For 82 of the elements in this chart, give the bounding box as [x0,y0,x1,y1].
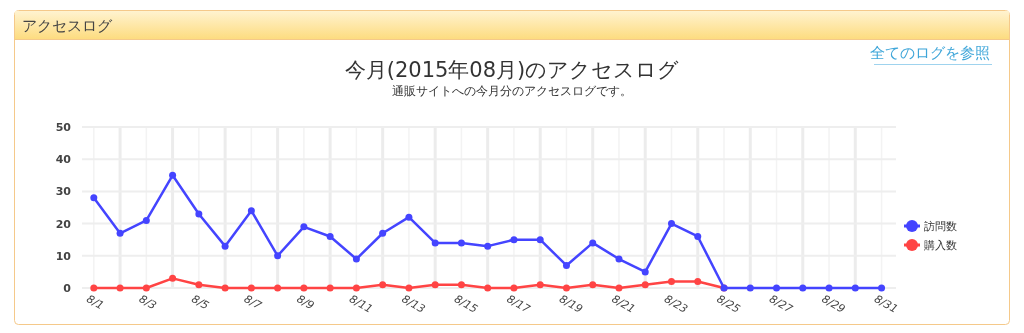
x-tick-label: 8/21 [609,292,638,316]
point [169,274,177,282]
y-tick-label: 40 [55,153,72,167]
y-tick-label: 50 [55,121,72,134]
legend-label: 訪問数 [924,220,957,233]
x-tick-label: 8/3 [136,292,159,313]
point [379,229,387,237]
point [878,284,886,292]
point [405,213,413,221]
point [457,239,465,247]
point [851,284,859,292]
point [116,284,124,292]
x-tick-label: 8/23 [661,292,690,316]
point [195,210,203,218]
x-tick-label: 8/5 [189,292,212,313]
point [589,239,597,247]
chart-title: 今月(2015年08月)のアクセスログ [344,58,680,82]
x-tick-label: 8/17 [504,292,533,316]
point [746,284,754,292]
point [247,284,255,292]
point [484,242,492,250]
point [825,284,833,292]
point [457,281,465,289]
point [773,284,781,292]
point [694,232,702,240]
point [142,284,150,292]
legend-label: 購入数 [924,239,957,252]
x-tick-label: 8/29 [819,292,848,316]
point [274,252,282,260]
point [562,284,570,292]
point [484,284,492,292]
point [326,232,334,240]
point [300,284,308,292]
x-tick-label: 8/25 [714,292,743,316]
x-tick-label: 8/7 [241,292,264,313]
y-tick-label: 10 [55,249,72,263]
point [641,268,649,276]
point [431,239,439,247]
point [300,223,308,231]
point [510,236,518,244]
y-tick-label: 20 [55,217,72,231]
x-tick-label: 8/13 [399,292,428,316]
point [667,220,675,228]
point [352,284,360,292]
point [142,216,150,224]
x-tick-label: 8/11 [346,292,375,316]
point [641,281,649,289]
point [274,284,282,292]
point [352,255,360,263]
x-tick-label: 8/15 [451,292,480,316]
x-tick-label: 8/1 [84,292,107,313]
y-tick-label: 30 [55,185,72,199]
point [615,255,623,263]
point [536,281,544,289]
text: 全てのログを参照 [870,44,990,62]
x-tick-label: 8/9 [294,292,317,313]
point [667,278,675,286]
point [589,281,597,289]
point [116,229,124,237]
point [221,284,229,292]
point [431,281,439,289]
point [799,284,807,292]
point [510,284,518,292]
x-tick-label: 8/31 [872,292,900,316]
chart-subtitle: 通販サイトへの今月分のアクセスログです。 [392,84,632,98]
point [694,278,702,286]
y-tick-label: 0 [63,282,72,295]
x-tick-label: 8/27 [767,292,795,316]
point [247,207,255,215]
point [615,284,623,292]
text: アクセスログ [22,17,113,35]
point [326,284,334,292]
point [536,236,544,244]
x-tick-label: 8/19 [556,292,585,316]
point [405,284,413,292]
point [169,171,177,179]
point [195,281,203,289]
point [379,281,387,289]
point [221,242,229,250]
point [90,194,98,202]
point [90,284,98,292]
point [562,261,570,269]
